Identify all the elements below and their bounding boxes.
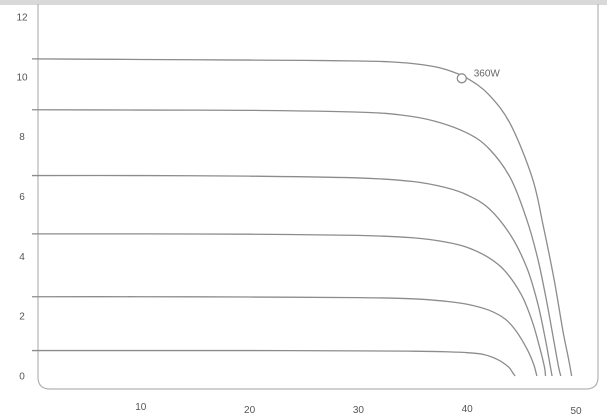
y-tick-label: 8 — [19, 132, 25, 143]
annotation-label: 360W — [474, 68, 501, 79]
series-line-2 — [31, 109, 562, 377]
x-tick-label: 30 — [353, 405, 365, 416]
top-band — [0, 0, 607, 5]
x-tick-label: 10 — [135, 402, 147, 413]
series-line-1 — [31, 58, 573, 377]
y-tick-label: 2 — [19, 312, 25, 323]
plot-frame — [37, 4, 599, 390]
y-tick-label: 12 — [16, 13, 28, 24]
y-tick-label: 0 — [19, 372, 25, 383]
series-line-4 — [31, 233, 547, 377]
x-tick-label: 40 — [462, 404, 474, 415]
series-line-3 — [31, 174, 553, 377]
y-tick-label: 6 — [19, 192, 25, 203]
y-tick-label: 10 — [16, 72, 28, 83]
x-tick-label: 50 — [570, 406, 582, 417]
annotation-marker — [456, 73, 467, 84]
y-tick-label: 4 — [19, 252, 25, 263]
series-line-5 — [31, 296, 538, 377]
series-line-6 — [32, 349, 516, 377]
x-tick-label: 20 — [244, 405, 256, 416]
